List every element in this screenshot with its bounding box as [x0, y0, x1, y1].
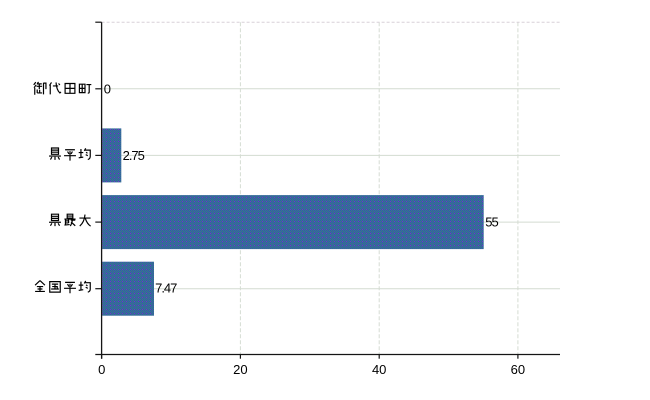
svg-text:0: 0 — [104, 82, 111, 97]
svg-text:0: 0 — [98, 362, 105, 377]
svg-text:60: 60 — [511, 362, 525, 377]
svg-text:2.75: 2.75 — [123, 148, 145, 163]
svg-text:40: 40 — [372, 362, 386, 377]
svg-text:55: 55 — [485, 214, 498, 229]
svg-text:7.47: 7.47 — [155, 281, 177, 296]
svg-text:20: 20 — [233, 362, 247, 377]
